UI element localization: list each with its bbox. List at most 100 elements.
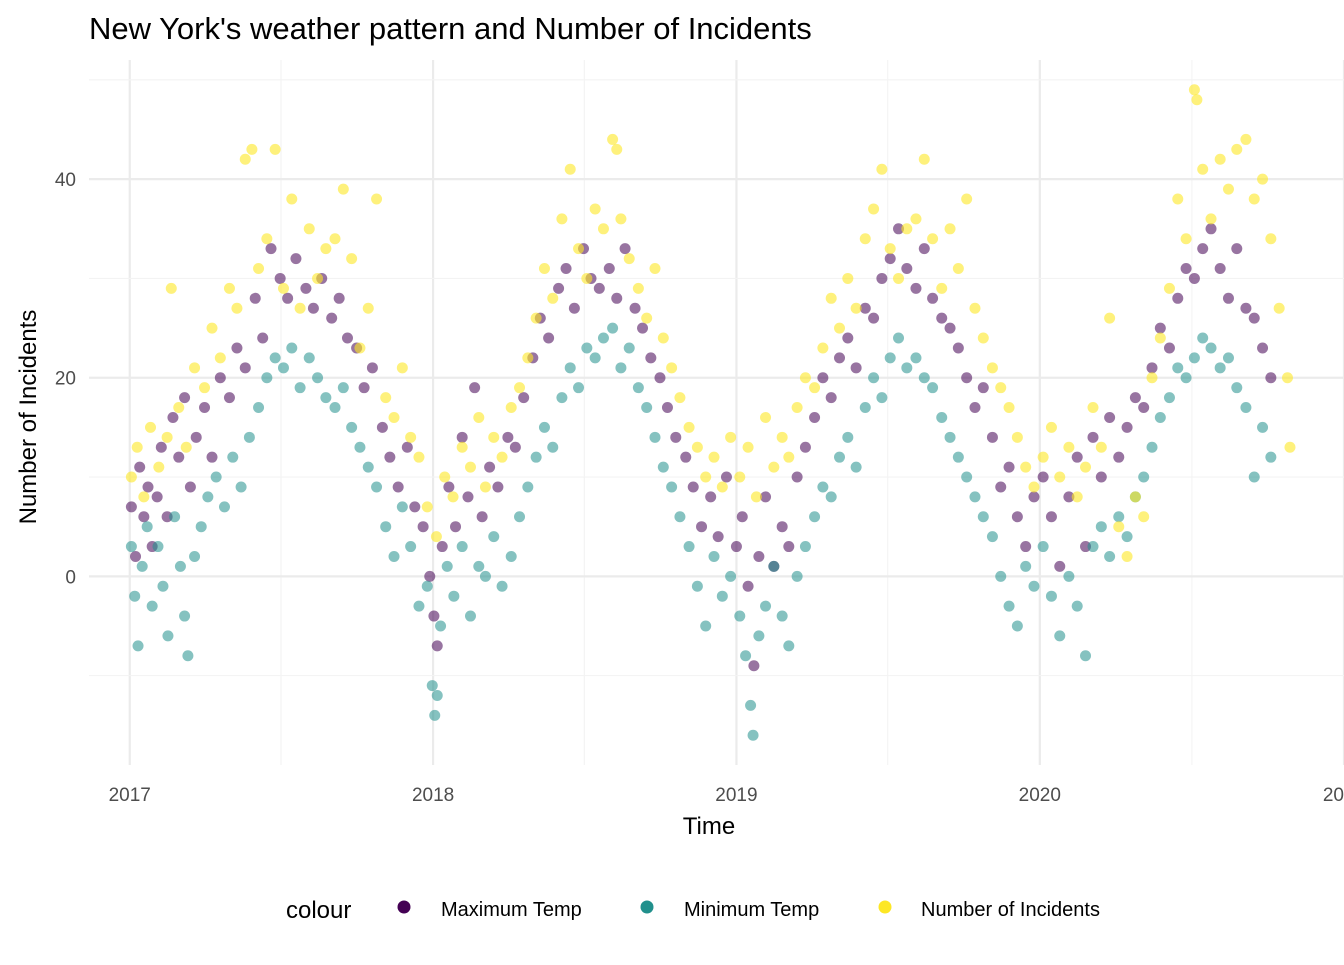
point-number-of-incidents: [180, 441, 192, 453]
point-number-of-incidents: [189, 362, 201, 374]
point-maximum-temp: [712, 531, 724, 543]
point-maximum-temp: [817, 372, 829, 384]
point-minimum-temp: [573, 382, 585, 394]
point-number-of-incidents: [1154, 332, 1166, 344]
point-maximum-temp: [760, 491, 772, 503]
point-minimum-temp: [1020, 560, 1032, 572]
point-maximum-temp: [392, 481, 404, 493]
point-number-of-incidents: [700, 471, 712, 483]
point-minimum-temp: [817, 481, 829, 493]
point-minimum-temp: [157, 580, 169, 592]
point-number-of-incidents: [708, 451, 720, 463]
point-number-of-incidents: [337, 183, 349, 195]
point-number-of-incidents: [421, 501, 433, 513]
point-maximum-temp: [1121, 421, 1133, 433]
point-number-of-incidents: [791, 402, 803, 414]
point-minimum-temp: [169, 511, 181, 523]
point-maximum-temp: [366, 362, 378, 374]
point-number-of-incidents: [1054, 471, 1066, 483]
point-maximum-temp: [125, 501, 137, 513]
point-maximum-temp: [809, 411, 821, 423]
point-number-of-incidents: [1163, 282, 1175, 294]
point-number-of-incidents: [611, 143, 623, 155]
point-number-of-incidents: [969, 302, 981, 314]
point-number-of-incidents: [165, 282, 177, 294]
point-maximum-temp: [1037, 471, 1049, 483]
point-maximum-temp: [799, 441, 811, 453]
point-number-of-incidents: [1222, 183, 1234, 195]
point-number-of-incidents: [952, 263, 964, 275]
point-minimum-temp: [362, 461, 374, 473]
point-minimum-temp: [253, 402, 265, 414]
point-number-of-incidents: [725, 431, 737, 443]
point-maximum-temp: [1003, 461, 1015, 473]
point-maximum-temp: [834, 352, 846, 364]
point-maximum-temp: [661, 402, 673, 414]
legend-key-number-of-incidents: [878, 900, 892, 914]
point-minimum-temp: [202, 491, 214, 503]
point-maximum-temp: [1011, 511, 1023, 523]
point-minimum-temp: [1265, 451, 1277, 463]
point-number-of-incidents: [901, 223, 913, 235]
point-maximum-temp: [265, 243, 277, 255]
point-maximum-temp: [436, 541, 448, 553]
point-number-of-incidents: [927, 233, 939, 245]
point-number-of-incidents: [876, 163, 888, 175]
point-minimum-temp: [210, 471, 222, 483]
point-minimum-temp: [1063, 570, 1075, 582]
point-minimum-temp: [380, 521, 392, 533]
point-minimum-temp: [1121, 531, 1133, 543]
point-minimum-temp: [195, 521, 207, 533]
point-number-of-incidents: [649, 263, 661, 275]
point-number-of-incidents: [944, 223, 956, 235]
point-minimum-temp: [1180, 372, 1192, 384]
point-minimum-temp: [581, 342, 593, 354]
point-number-of-incidents: [261, 233, 273, 245]
point-number-of-incidents: [371, 193, 383, 205]
point-maximum-temp: [918, 243, 930, 255]
point-maximum-temp: [670, 431, 682, 443]
point-number-of-incidents: [961, 193, 973, 205]
point-number-of-incidents: [799, 372, 811, 384]
point-number-of-incidents: [760, 411, 772, 423]
point-number-of-incidents: [589, 203, 601, 215]
point-number-of-incidents: [214, 352, 226, 364]
point-number-of-incidents: [1205, 213, 1217, 225]
point-maximum-temp: [462, 491, 474, 503]
point-maximum-temp: [995, 481, 1007, 493]
point-minimum-temp: [657, 461, 669, 473]
point-number-of-incidents: [1080, 461, 1092, 473]
point-maximum-temp: [783, 541, 795, 553]
point-maximum-temp: [1257, 342, 1269, 354]
point-minimum-temp: [1003, 600, 1015, 612]
point-minimum-temp: [179, 610, 191, 622]
chart-title: New York's weather pattern and Number of…: [89, 11, 812, 46]
point-minimum-temp: [488, 531, 500, 543]
point-minimum-temp: [1113, 511, 1125, 523]
point-maximum-temp: [645, 352, 657, 364]
point-minimum-temp: [893, 332, 905, 344]
point-maximum-temp: [961, 372, 973, 384]
legend-key-minimum-temp: [640, 900, 654, 914]
point-minimum-temp: [783, 640, 795, 652]
point-number-of-incidents: [354, 342, 366, 354]
point-minimum-temp: [235, 481, 247, 493]
point-minimum-temp: [768, 560, 780, 572]
point-minimum-temp: [464, 610, 476, 622]
point-maximum-temp: [138, 511, 150, 523]
point-maximum-temp: [469, 382, 481, 394]
point-number-of-incidents: [564, 163, 576, 175]
point-maximum-temp: [274, 272, 286, 284]
y-axis-title: Number of Incidents: [15, 310, 42, 525]
point-maximum-temp: [492, 481, 504, 493]
point-maximum-temp: [986, 431, 998, 443]
point-number-of-incidents: [1037, 451, 1049, 463]
point-maximum-temp: [553, 282, 565, 294]
point-maximum-temp: [151, 491, 163, 503]
point-maximum-temp: [1104, 411, 1116, 423]
legend-key-maximum-temp: [397, 900, 411, 914]
point-number-of-incidents: [153, 461, 165, 473]
point-number-of-incidents: [750, 491, 762, 503]
point-minimum-temp: [1205, 342, 1217, 354]
point-maximum-temp: [629, 302, 641, 314]
